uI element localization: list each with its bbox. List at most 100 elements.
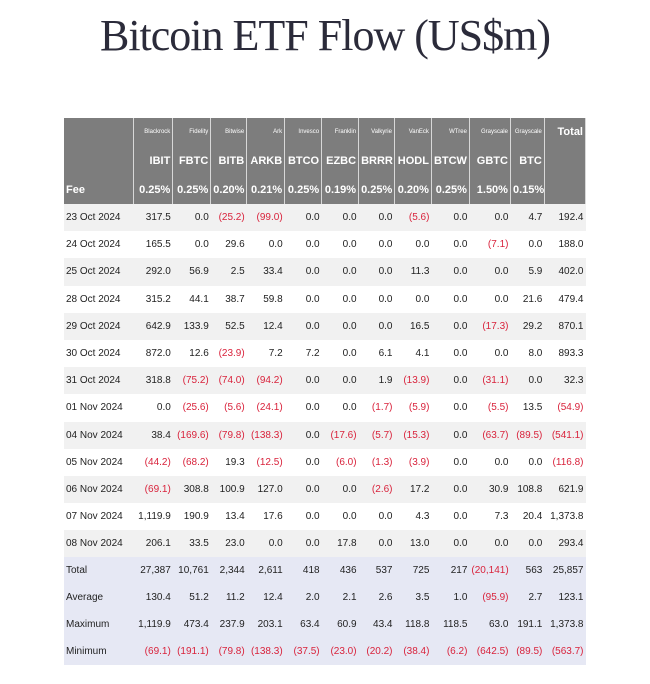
issuer-header: WTree — [431, 118, 470, 145]
ticker-header: BITB — [210, 145, 248, 176]
summary-cell: 1,119.9 — [133, 611, 173, 639]
table-row: 23 Oct 2024 317.5 0.0 (25.2) (99.0) 0.0 0.0 0.0… — [64, 204, 586, 232]
flow-cell: 0.0 — [431, 258, 470, 286]
flow-cell: 127.0 — [246, 475, 285, 504]
row-total: 621.9 — [544, 475, 586, 504]
summary-cell: 2.0 — [284, 584, 322, 612]
summary-cell: 118.5 — [431, 611, 470, 639]
flow-cell: 30.9 — [469, 475, 511, 504]
summary-cell: 2.6 — [358, 584, 395, 612]
flow-cell: 0.0 — [246, 231, 285, 259]
flow-cell: 7.3 — [469, 503, 511, 531]
summary-label: Minimum — [64, 638, 134, 666]
summary-cell: 2.7 — [510, 584, 545, 612]
ticker-header-row: IBIT FBTC BITB ARKB BTCO EZBC BRRR HODL BTCW GBTC… — [64, 145, 587, 176]
issuer-header: Bitwise — [210, 118, 248, 145]
row-date: 31 Oct 2024 — [64, 367, 134, 395]
flow-cell: (169.6) — [172, 421, 211, 449]
etf-flow-table: Blackrock Fidelity Bitwise Ark Invesco Frankl… — [64, 118, 587, 666]
flow-cell: (69.1) — [133, 475, 173, 504]
flow-cell: 0.0 — [284, 231, 322, 259]
issuer-header: VanEck — [394, 118, 432, 145]
row-total: 1,373.8 — [544, 503, 586, 531]
flow-cell: 0.0 — [321, 258, 359, 286]
flow-cell: 0.0 — [284, 448, 322, 476]
flow-cell: 56.9 — [172, 258, 211, 286]
table-row: 07 Nov 2024 1,119.9 190.9 13.4 17.6 0.0 0.0 0.0… — [64, 503, 586, 531]
flow-cell: 0.0 — [394, 285, 432, 313]
flow-cell: (7.1) — [469, 231, 511, 259]
summary-total: (563.7) — [544, 638, 586, 666]
flow-cell: 6.1 — [358, 339, 395, 368]
ticker-header: EZBC — [321, 145, 360, 176]
summary-cell: 11.2 — [210, 584, 247, 612]
flow-cell: 0.0 — [321, 312, 359, 340]
flow-cell: (17.6) — [321, 421, 359, 449]
issuer-header: Invesco — [284, 118, 323, 145]
summary-cell: (95.9) — [469, 584, 511, 612]
row-date: 23 Oct 2024 — [64, 204, 134, 232]
flow-cell: 12.4 — [246, 312, 285, 340]
summary-cell: 2.1 — [321, 584, 359, 612]
flow-cell: 318.8 — [133, 367, 173, 395]
row-date: 05 Nov 2024 — [64, 448, 134, 476]
flow-cell: 0.0 — [510, 448, 545, 476]
flow-cell: 108.8 — [510, 475, 545, 504]
table-row: 01 Nov 2024 0.0 (25.6) (5.6) (24.1) 0.0 0.0 (1.… — [64, 394, 586, 422]
summary-cell: 63.0 — [469, 611, 511, 639]
flow-cell: (31.1) — [469, 367, 511, 395]
flow-cell: 0.0 — [246, 530, 285, 558]
table-row: 06 Nov 2024 (69.1) 308.8 100.9 127.0 0.0 0.0 (2… — [64, 475, 586, 504]
table-row: 04 Nov 2024 38.4 (169.6) (79.8) (138.3) 0.0 (1… — [64, 421, 586, 449]
flow-cell: 0.0 — [431, 448, 470, 476]
row-date: 29 Oct 2024 — [64, 312, 134, 340]
summary-cell: 12.4 — [246, 584, 285, 612]
flow-cell: (23.9) — [210, 339, 247, 368]
flow-cell: 8.0 — [510, 339, 545, 368]
flow-cell: (25.6) — [172, 394, 211, 422]
summary-label: Maximum — [64, 611, 134, 639]
summary-cell: 63.4 — [284, 611, 322, 639]
flow-cell: 165.5 — [133, 231, 173, 259]
flow-cell: 0.0 — [431, 367, 470, 395]
summary-cell: 130.4 — [133, 584, 173, 612]
summary-cell: 2,611 — [246, 557, 285, 585]
table-row: 31 Oct 2024 318.8 (75.2) (74.0) (94.2) 0.0 0.0… — [64, 367, 586, 395]
issuer-header: Grayscale — [469, 118, 511, 145]
ticker-header: BTCW — [431, 145, 470, 176]
flow-cell: (24.1) — [246, 394, 285, 422]
flow-cell: (44.2) — [133, 448, 173, 476]
table-row: 29 Oct 2024 642.9 133.9 52.5 12.4 0.0 0.0 0.0 16… — [64, 312, 586, 340]
fee-row: Fee 0.25% 0.25% 0.20% 0.21% 0.25% 0.19% 0.25% 0.… — [64, 176, 587, 204]
row-date: 30 Oct 2024 — [64, 339, 134, 368]
flow-cell: (5.7) — [358, 421, 395, 449]
ticker-header: FBTC — [172, 145, 212, 176]
summary-cell: (6.2) — [431, 638, 470, 666]
ticker-header: BRRR — [358, 145, 395, 176]
flow-cell: (6.0) — [321, 448, 359, 476]
flow-cell: 1.9 — [358, 367, 395, 395]
header-blank — [544, 176, 587, 204]
flow-cell: 11.3 — [394, 258, 432, 286]
row-date: 28 Oct 2024 — [64, 285, 134, 313]
fee-cell: 0.20% — [210, 176, 248, 204]
row-date: 06 Nov 2024 — [64, 475, 134, 504]
summary-row: Total 27,387 10,761 2,344 2,611 418 436 537 725 2… — [64, 557, 586, 585]
flow-cell: 0.0 — [431, 339, 470, 368]
flow-cell: 29.2 — [510, 312, 545, 340]
row-total: 32.3 — [544, 367, 586, 395]
row-total: 188.0 — [544, 231, 586, 259]
flow-cell: 0.0 — [510, 231, 545, 259]
flow-cell: 17.2 — [394, 475, 432, 504]
summary-row: Maximum 1,119.9 473.4 237.9 203.1 63.4 60.9 43.… — [64, 611, 586, 639]
fee-cell: 0.20% — [394, 176, 432, 204]
flow-cell: 0.0 — [431, 312, 470, 340]
flow-cell: 0.0 — [284, 285, 322, 313]
summary-cell: (138.3) — [246, 638, 285, 666]
flow-cell: 0.0 — [431, 503, 470, 531]
flow-cell: 38.7 — [210, 285, 247, 313]
ticker-header: GBTC — [469, 145, 511, 176]
flow-cell: 133.9 — [172, 312, 211, 340]
summary-cell: 537 — [358, 557, 395, 585]
flow-cell: 0.0 — [321, 285, 359, 313]
